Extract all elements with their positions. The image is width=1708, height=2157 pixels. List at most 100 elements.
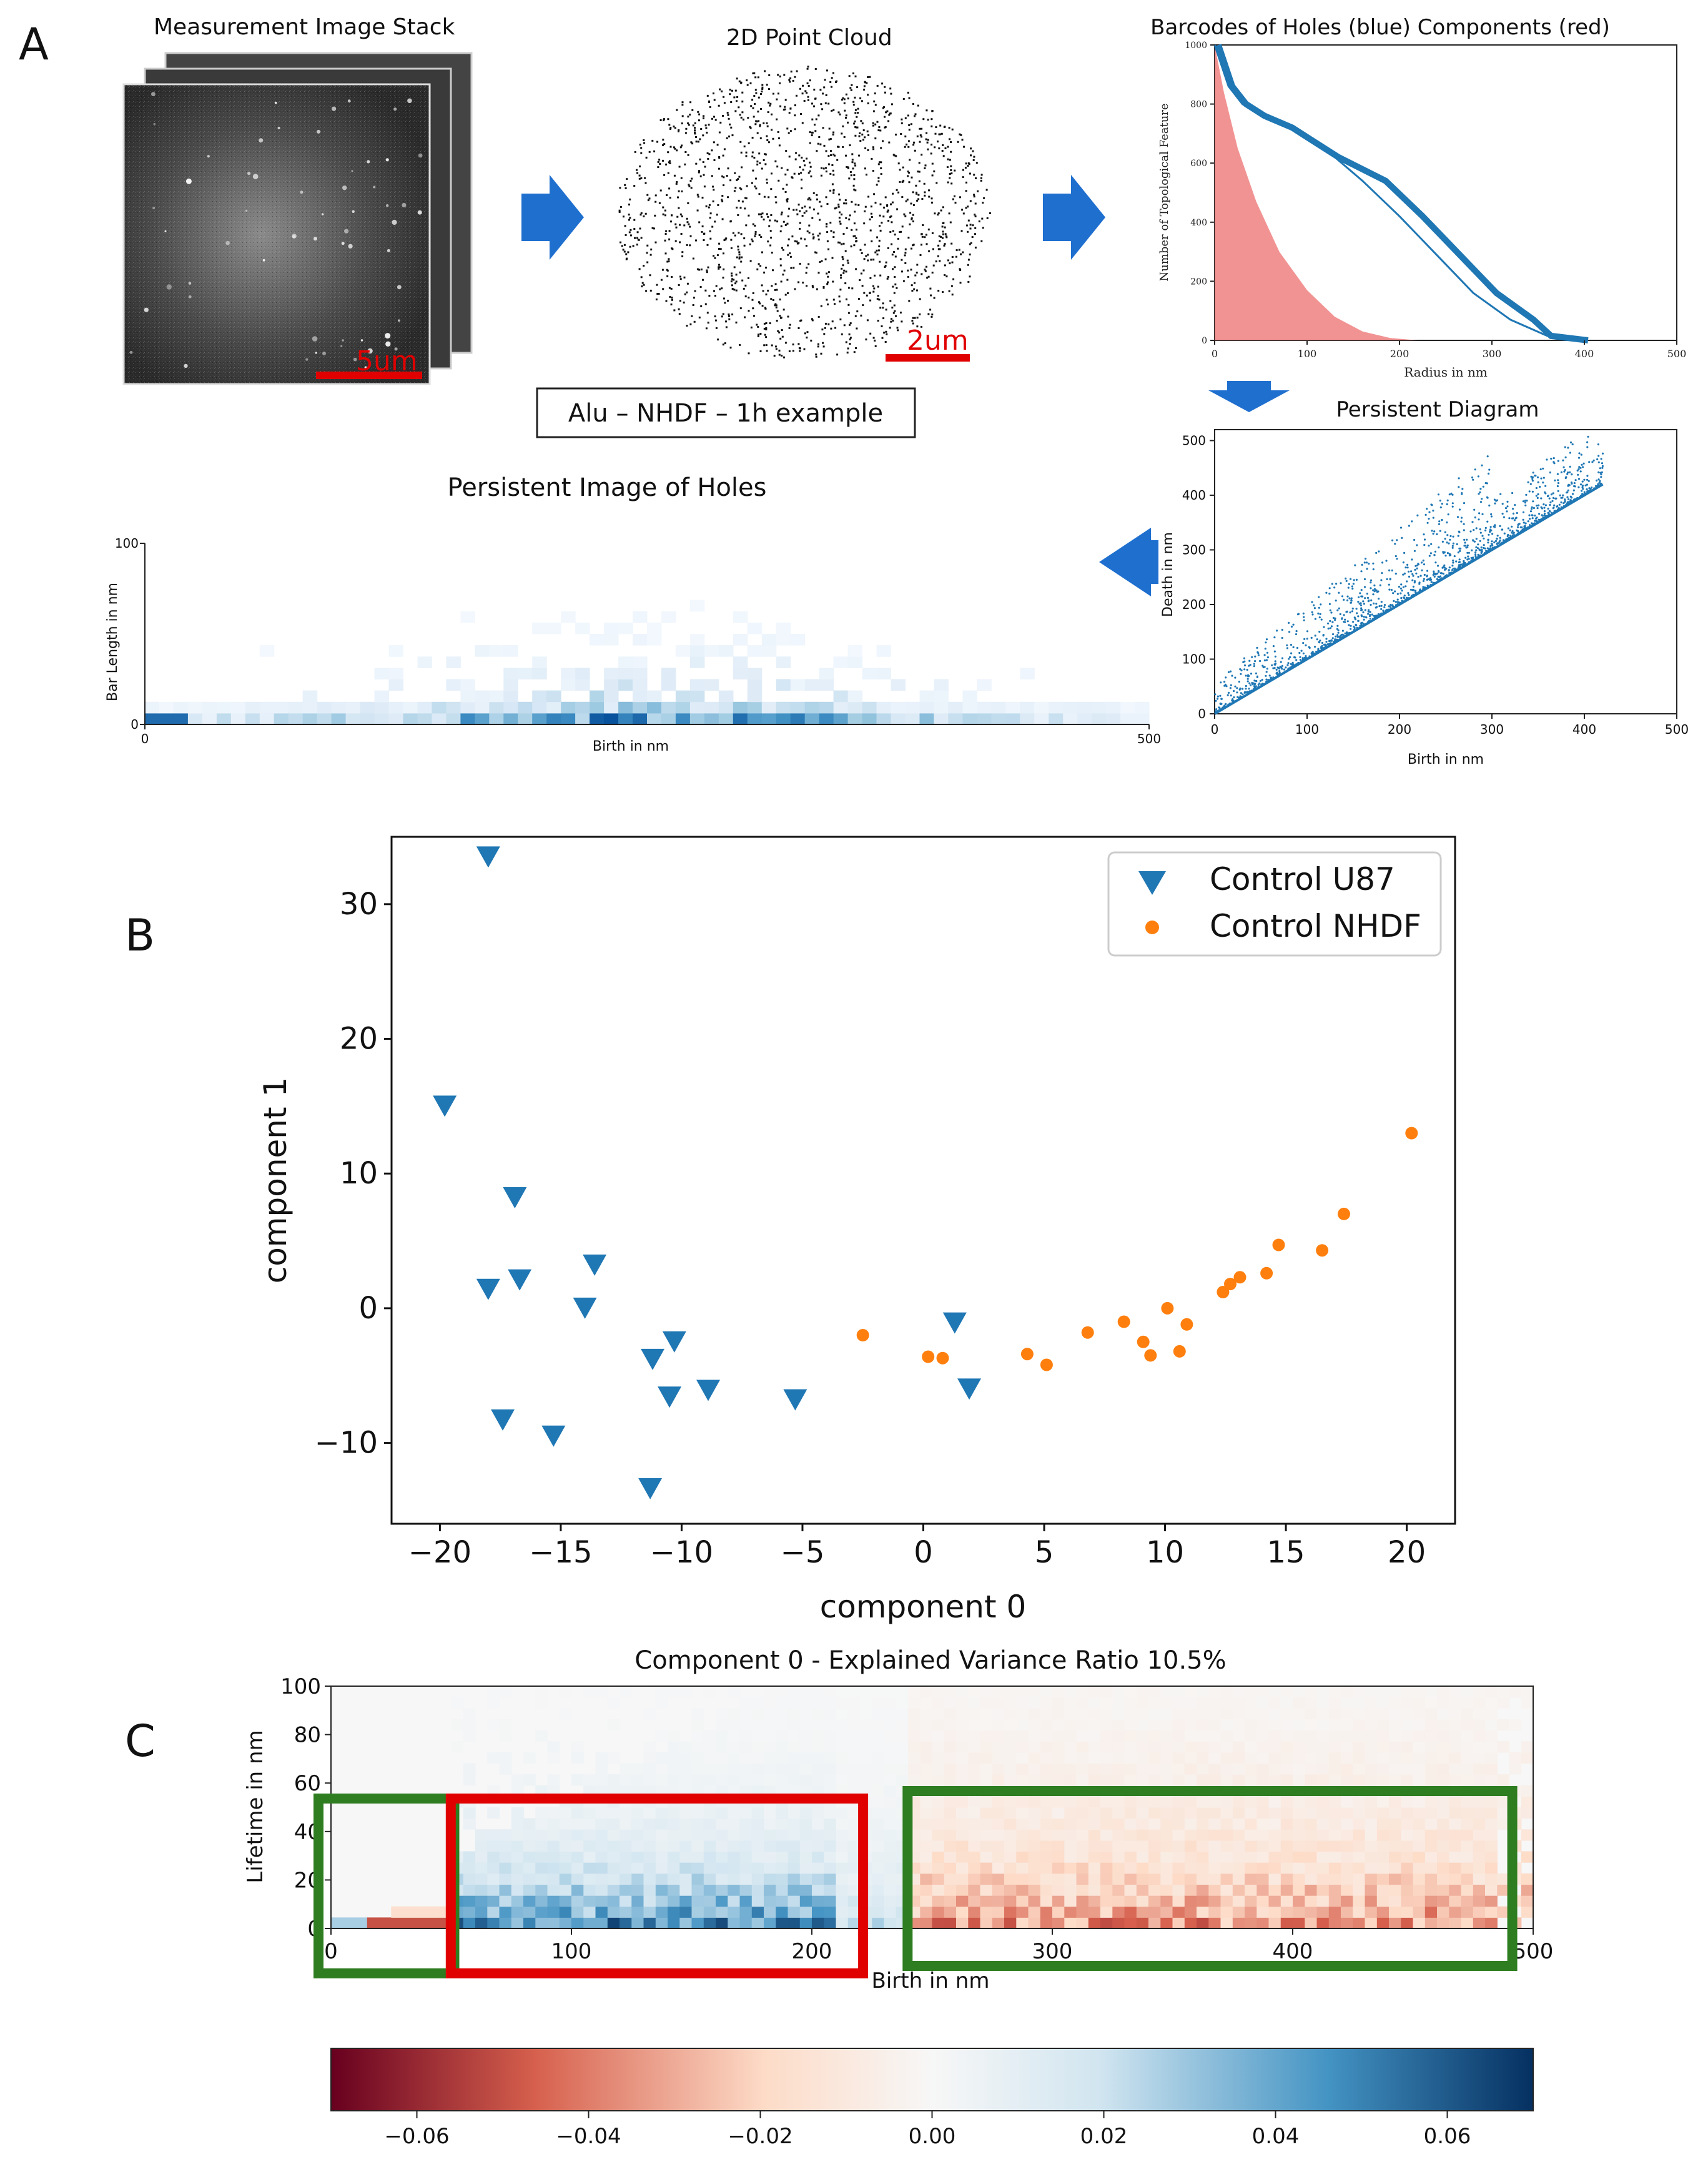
ch-cell (679, 1686, 693, 1698)
pd-point (1394, 543, 1396, 545)
cloud-point (809, 199, 812, 201)
ch-cell (1028, 1840, 1041, 1852)
pd-point (1496, 542, 1498, 545)
ch-cell (992, 1686, 1005, 1698)
cloud-point (644, 177, 646, 179)
cloud-point (851, 229, 853, 231)
cloud-point (659, 163, 661, 165)
pd-point (1323, 626, 1325, 628)
ch-cell (751, 1851, 764, 1863)
pd-point (1573, 482, 1576, 485)
cloud-point (913, 141, 915, 144)
ch-cell (992, 1763, 1005, 1775)
pi-cell (905, 713, 920, 725)
ch-cell (1064, 1873, 1077, 1885)
pd-point (1528, 490, 1531, 493)
pd-point (1494, 540, 1498, 543)
cloud-point (759, 350, 762, 352)
cloud-point (698, 113, 701, 116)
ch-cell (787, 1708, 801, 1720)
cloud-point (671, 297, 673, 299)
cloud-point (668, 161, 670, 164)
ch-cell (812, 1774, 824, 1786)
pd-point (1278, 671, 1281, 674)
cloud-point (904, 248, 907, 250)
ch-cell (1040, 1719, 1053, 1731)
cloud-point (636, 172, 639, 174)
ch-cell (1100, 1774, 1113, 1786)
pi-cell (546, 690, 561, 703)
ch-cell (1197, 1906, 1209, 1918)
cloud-point (839, 211, 841, 214)
cloud-point (681, 215, 683, 217)
cloud-point (916, 317, 919, 319)
ch-cell (1124, 1840, 1137, 1852)
cloud-point (666, 269, 668, 271)
cloud-point (879, 274, 882, 277)
cloud-point (904, 254, 906, 257)
cloud-point (736, 100, 738, 102)
ch-cell (643, 1741, 656, 1753)
cloud-point (766, 135, 768, 137)
ch-cell (836, 1686, 849, 1698)
cloud-point (721, 200, 724, 202)
cloud-point (924, 194, 926, 197)
ch-cell (728, 1807, 741, 1819)
cloud-point (925, 138, 927, 141)
cloud-point (889, 300, 892, 302)
cloud-point (650, 249, 653, 250)
ch-cell (1220, 1807, 1233, 1819)
ch-cell (1112, 1873, 1125, 1885)
pd-point (1528, 518, 1531, 520)
cloud-point (937, 290, 940, 292)
pi-cell (446, 679, 461, 691)
ch-cell (679, 1807, 693, 1819)
pd-point (1365, 561, 1368, 564)
ch-cell (1052, 1807, 1065, 1819)
cloud-point (874, 137, 877, 140)
pd-point (1569, 441, 1572, 444)
cloud-point (773, 355, 776, 357)
ch-cell (1160, 1730, 1173, 1742)
pi-cell (633, 701, 648, 714)
cloud-point (774, 304, 776, 307)
cloud-point (780, 213, 782, 215)
cloud-point (668, 230, 671, 232)
cloud-point (967, 219, 970, 222)
cloud-point (822, 286, 825, 288)
ch-cell (860, 1708, 872, 1720)
ch-cell (739, 1763, 753, 1775)
ch-cell (836, 1840, 849, 1852)
cloud-point (757, 325, 759, 328)
ch-cell (847, 1862, 861, 1874)
pd-point (1501, 503, 1504, 505)
ch-cell (836, 1719, 849, 1731)
ch-cell (595, 1917, 608, 1929)
cloud-point (923, 182, 926, 185)
pd-point (1265, 641, 1267, 644)
cloud-point (954, 202, 957, 204)
cloud-point (967, 259, 970, 261)
pi-cell (761, 701, 777, 714)
cloud-point (752, 307, 754, 310)
ch-cell (1197, 1851, 1209, 1863)
pd-point (1414, 591, 1417, 594)
ch-cell (1197, 1774, 1209, 1786)
cloud-point (688, 184, 690, 186)
barcodes-ytick-label: 400 (1190, 218, 1207, 228)
ch-cell (992, 1752, 1005, 1764)
pi-cell (460, 611, 475, 623)
cloud-point (687, 116, 689, 118)
ch-cell (703, 1840, 716, 1852)
cloud-point (859, 140, 862, 142)
cloud-point (722, 115, 724, 117)
ch-cell (1341, 1774, 1353, 1786)
barcodes-ytick-label: 600 (1190, 159, 1207, 169)
pd-point (1597, 478, 1600, 481)
pd-point (1369, 614, 1371, 616)
ch-cell (739, 1895, 753, 1907)
pd-point (1479, 528, 1481, 531)
cloud-point (928, 189, 930, 192)
cloud-point (921, 233, 923, 235)
cloud-point (802, 84, 804, 87)
